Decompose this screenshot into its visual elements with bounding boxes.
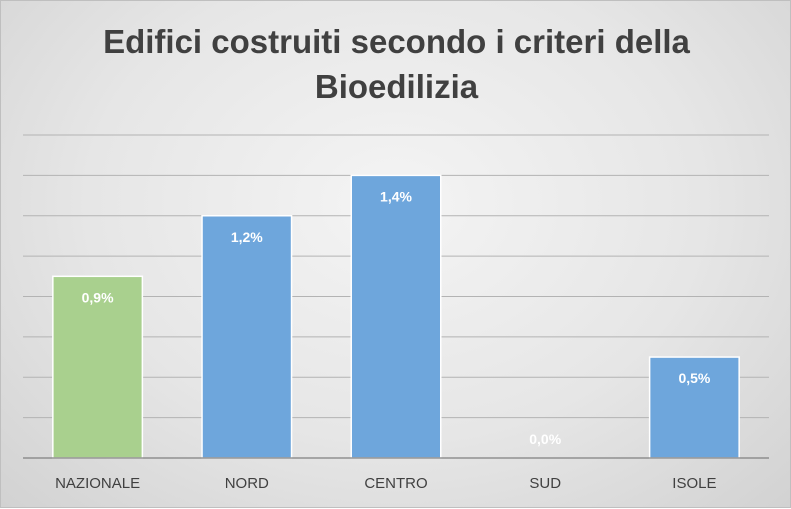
- data-label-nord: 1,2%: [231, 229, 263, 245]
- x-tick-label-centro: CENTRO: [364, 475, 427, 492]
- x-tick-label-nord: NORD: [225, 475, 269, 492]
- bar-isole: [648, 356, 740, 459]
- chart-title-line-1: Edifici costruiti secondo i criteri dell…: [103, 23, 690, 60]
- bar-centro: [350, 174, 442, 459]
- bar-nazionale: [52, 275, 144, 459]
- data-label-centro: 1,4%: [380, 188, 412, 204]
- x-tick-label-sud: SUD: [529, 475, 561, 492]
- chart-title: Edifici costruiti secondo i criteri dell…: [1, 19, 791, 109]
- bar-nord: [201, 215, 293, 459]
- data-label-nazionale: 0,9%: [82, 289, 114, 305]
- data-label-sud: 0,0%: [529, 431, 561, 447]
- x-tick-label-nazionale: NAZIONALE: [55, 475, 140, 492]
- x-tick-label-isole: ISOLE: [672, 475, 716, 492]
- chart-title-line-2: Bioedilizia: [314, 68, 479, 105]
- data-label-isole: 0,5%: [678, 370, 710, 386]
